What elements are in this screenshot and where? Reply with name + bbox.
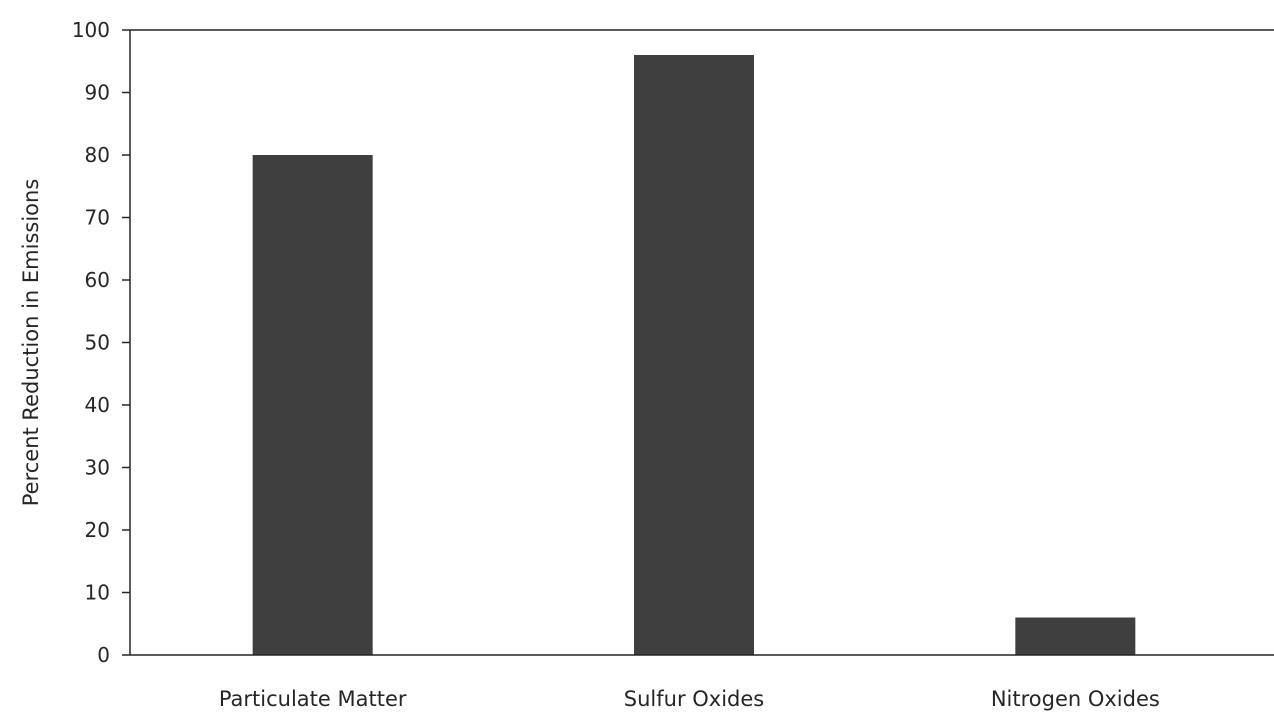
y-tick-label: 0 [97, 643, 110, 667]
y-tick-label: 50 [85, 331, 110, 355]
bar-particulate-matter [252, 155, 373, 655]
x-category-label: Particulate Matter [219, 687, 407, 711]
y-axis-ticks: 0 10 20 30 40 50 60 70 80 90 100 [72, 18, 130, 667]
y-tick-label: 90 [85, 81, 110, 105]
y-tick-label: 30 [85, 456, 110, 480]
y-tick-label: 60 [85, 268, 110, 292]
x-category-label: Sulfur Oxides [624, 687, 764, 711]
bar-nitrogen-oxides [1015, 617, 1136, 655]
bars [252, 55, 1136, 655]
y-tick-label: 40 [85, 393, 110, 417]
x-category-label: Nitrogen Oxides [991, 687, 1160, 711]
y-axis-title: Percent Reduction in Emissions [19, 179, 43, 507]
y-tick-label: 80 [85, 143, 110, 167]
y-tick-label: 20 [85, 518, 110, 542]
y-tick-label: 100 [72, 18, 110, 42]
y-tick-label: 10 [85, 581, 110, 605]
bar-sulfur-oxides [634, 55, 754, 655]
y-tick-label: 70 [85, 206, 110, 230]
x-axis-labels: Particulate Matter Sulfur Oxides Nitrogen … [219, 687, 1160, 711]
